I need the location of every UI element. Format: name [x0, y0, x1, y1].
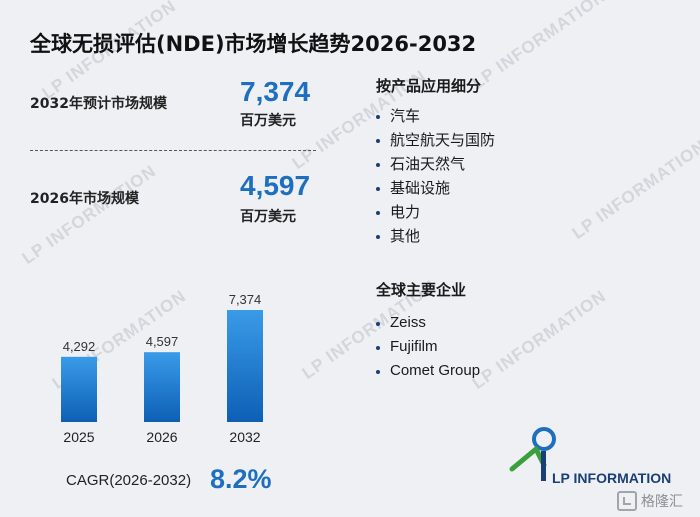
x-tick-label: 2025	[63, 429, 94, 445]
data-label: 4,597	[146, 334, 179, 349]
logo-text: LP INFORMATION	[552, 470, 672, 486]
list-item: 电力	[374, 200, 495, 224]
list-item: 基础设施	[374, 176, 495, 200]
list-item: Comet Group	[374, 359, 480, 383]
bar-2025	[61, 356, 97, 422]
list-item: Zeiss	[374, 311, 480, 335]
stat-2032-label: 2032年预计市场规模	[30, 96, 167, 112]
list-item: 汽车	[374, 104, 495, 128]
stat-2032-value: 7,374	[240, 76, 311, 107]
watermark: LP INFORMATION	[18, 161, 160, 268]
list-item: 石油天然气	[374, 152, 495, 176]
bar-2032	[227, 310, 263, 422]
stat-2026-value: 4,597	[240, 170, 311, 201]
list-item: 其他	[374, 224, 495, 248]
watermark: LP INFORMATION	[468, 286, 610, 393]
stat-2026-label: 2026年市场规模	[30, 191, 139, 207]
companies-title: 全球主要企业	[376, 281, 467, 299]
source-logo-icon	[617, 491, 637, 511]
list-item: 航空航天与国防	[374, 128, 495, 152]
market-bar-chart: 4,292 2025 4,597 2026 7,374 2032	[61, 295, 263, 445]
bar-2026	[144, 352, 180, 422]
lp-logo-icon	[509, 427, 556, 481]
watermark: LP INFORMATION	[468, 0, 610, 93]
watermark: LP INFORMATION	[568, 136, 700, 243]
segments-list: 汽车 航空航天与国防 石油天然气 基础设施 电力 其他	[374, 104, 495, 248]
cagr-label: CAGR(2026-2032)	[66, 472, 192, 489]
x-tick-label: 2032	[229, 429, 260, 445]
page-title: 全球无损评估(NDE)市场增长趋势2026-2032	[30, 32, 477, 56]
source-badge: 格隆汇	[617, 488, 697, 514]
x-tick-label: 2026	[146, 429, 177, 445]
stat-2026-unit: 百万美元	[240, 209, 296, 225]
data-label: 7,374	[229, 295, 262, 307]
list-item: Fujifilm	[374, 335, 480, 359]
divider	[30, 150, 316, 151]
segments-title: 按产品应用细分	[376, 77, 482, 95]
source-badge-label: 格隆汇	[641, 494, 683, 510]
stat-2032-unit: 百万美元	[240, 113, 296, 129]
cagr-value: 8.2%	[210, 464, 272, 494]
companies-list: Zeiss Fujifilm Comet Group	[374, 311, 480, 383]
data-label: 4,292	[63, 339, 96, 354]
